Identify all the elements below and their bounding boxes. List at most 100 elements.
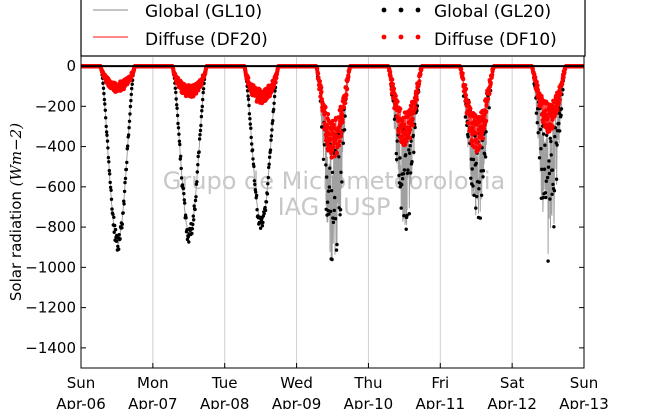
global-gl20-point: [395, 139, 399, 143]
global-gl20-point: [552, 189, 557, 193]
diffuse-df10-point: [315, 66, 320, 71]
y-axis-label-text: Solar radiation: [7, 186, 25, 301]
global-gl20-point: [101, 86, 106, 91]
diffuse-df10-point: [550, 124, 555, 129]
x-tick-weekday: Sat: [500, 374, 525, 392]
global-gl20-point: [108, 180, 112, 185]
global-gl20-point: [175, 106, 179, 111]
global-gl20-point: [129, 98, 133, 103]
global-gl20-point: [122, 189, 127, 194]
global-gl20-point: [407, 148, 411, 152]
diffuse-df10-point: [487, 88, 492, 93]
global-gl20-point: [114, 239, 119, 243]
global-gl20-point: [407, 212, 411, 216]
global-gl20-point: [130, 82, 134, 86]
diffuse-df10-point: [488, 80, 493, 85]
global-gl20-point: [104, 124, 108, 129]
global-gl20-point: [254, 190, 258, 194]
global-gl20-point: [402, 214, 406, 218]
global-gl20-point: [551, 182, 555, 187]
global-gl20-point: [176, 126, 181, 130]
diffuse-df10-point: [339, 108, 344, 113]
diffuse-df10-point: [251, 83, 256, 88]
diffuse-df10-point: [407, 136, 413, 141]
diffuse-df10-point: [339, 130, 344, 135]
global-gl20-point: [263, 208, 268, 213]
global-gl20-point: [325, 200, 330, 204]
global-gl20-point: [477, 180, 482, 184]
global-gl20-point: [201, 87, 206, 91]
global-gl20-point: [549, 153, 553, 157]
plot-data: [81, 64, 584, 263]
global-gl20-point: [126, 133, 131, 137]
diffuse-df10-point: [319, 89, 324, 94]
global-gl20-point: [178, 142, 182, 147]
global-gl20-point: [198, 128, 203, 133]
global-gl20-point: [337, 155, 341, 159]
x-tick-weekday: Mon: [137, 374, 169, 392]
diffuse-df10-point: [337, 143, 342, 148]
global-gl20-point: [330, 170, 335, 175]
global-gl20-point: [105, 139, 110, 143]
global-gl20-point: [400, 183, 404, 187]
diffuse-df10-point: [545, 115, 550, 120]
diffuse-df10-point: [482, 126, 487, 131]
global-gl20-point: [179, 166, 183, 171]
diffuse-df10-point: [324, 126, 329, 131]
y-tick-label: −400: [35, 138, 76, 156]
global-gl20-point: [246, 97, 251, 102]
x-tick-date: Apr-12: [487, 395, 537, 409]
diffuse-df10-point: [557, 97, 562, 102]
global-gl20-point: [477, 187, 481, 191]
global-gl20-point: [173, 86, 177, 91]
global-gl20-point: [255, 208, 259, 212]
legend-swatch-diffuse-df10: [381, 34, 421, 40]
global-gl20-point: [395, 157, 399, 162]
y-tick-label: −1400: [25, 339, 76, 357]
global-gl20-point: [404, 153, 408, 157]
x-tick-weekday: Thu: [353, 374, 382, 392]
global-gl20-point: [108, 185, 113, 190]
global-gl20-point: [254, 193, 259, 198]
global-gl20-point: [553, 134, 557, 139]
global-gl20-point: [201, 97, 205, 102]
diffuse-df10-point: [556, 101, 562, 106]
global-gl20-point: [193, 207, 197, 212]
diffuse-df10-point: [316, 71, 321, 76]
diffuse-df10-point: [474, 131, 479, 136]
global-gl20-point: [474, 206, 478, 210]
global-gl20-point: [406, 168, 410, 172]
global-gl20-point: [192, 218, 196, 222]
x-tick-date: Apr-07: [128, 395, 178, 409]
global-gl20-point: [108, 172, 112, 176]
global-gl20-point: [107, 160, 111, 164]
diffuse-df10-point: [468, 106, 473, 111]
diffuse-df10-point: [196, 88, 201, 93]
global-gl20-point: [400, 177, 405, 181]
global-gl20-point: [127, 126, 131, 130]
global-gl20-point: [193, 198, 198, 203]
global-gl20-point: [481, 169, 486, 173]
diffuse-df10-point: [332, 154, 337, 159]
global-gl20-point: [111, 212, 115, 216]
diffuse-df10-point: [418, 72, 423, 77]
global-gl20-point: [475, 194, 479, 199]
global-gl20-point: [106, 155, 111, 160]
diffuse-df10-point: [554, 111, 559, 116]
global-gl20-point: [122, 202, 126, 206]
global-gl20-point: [326, 208, 330, 213]
global-gl20-point: [543, 143, 547, 147]
global-gl20-point: [324, 163, 328, 167]
global-gl20-point: [333, 195, 337, 200]
global-gl20-point: [341, 141, 345, 145]
global-gl20-point: [541, 196, 545, 200]
diffuse-df10-point: [558, 91, 563, 96]
global-gl20-point: [248, 122, 252, 126]
global-gl20-point: [472, 193, 476, 197]
diffuse-df10-point: [490, 72, 495, 77]
diffuse-df10-point: [319, 85, 324, 90]
legend: Global (GL10) Diffuse (DF20) Global (GL2…: [80, 0, 586, 57]
global-gl20-point: [552, 225, 556, 229]
global-gl20-point: [547, 171, 552, 176]
legend-label-global-gl20: Global (GL20): [434, 2, 551, 22]
